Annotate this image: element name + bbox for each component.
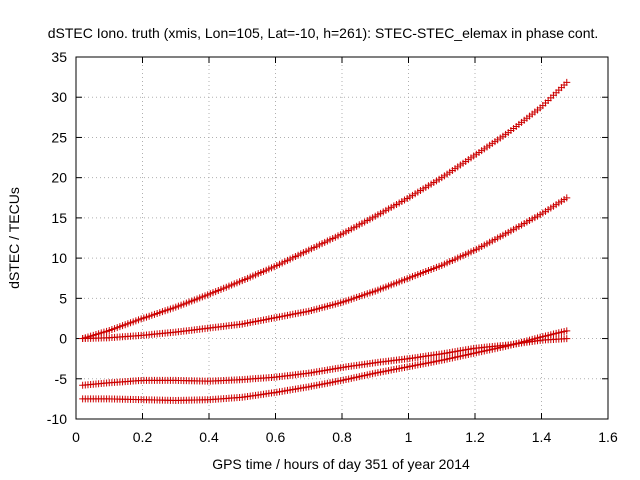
x-tick-label: 0.6 <box>266 429 286 445</box>
y-tick-label: -5 <box>55 371 68 387</box>
data-point <box>563 335 571 343</box>
y-tick-label: 5 <box>59 290 67 306</box>
y-axis-label: dSTEC / TECUs <box>6 187 22 289</box>
x-tick-label: 0.2 <box>133 429 153 445</box>
x-tick-label: 1.2 <box>465 429 485 445</box>
y-tick-label: 20 <box>51 170 67 186</box>
grid <box>76 57 608 419</box>
y-tick-label: 35 <box>51 49 67 65</box>
x-tick-label: 0.8 <box>332 429 352 445</box>
x-tick-label: 1 <box>405 429 413 445</box>
series-series-4 <box>79 327 571 404</box>
data-point <box>563 327 571 335</box>
x-tick-label: 0 <box>72 429 80 445</box>
y-tick-label: 10 <box>51 250 67 266</box>
chart-title: dSTEC Iono. truth (xmis, Lon=105, Lat=-1… <box>48 25 599 41</box>
series-layer <box>79 78 571 404</box>
x-axis-label: GPS time / hours of day 351 of year 2014 <box>212 456 470 472</box>
y-tick-labels: -10 -5 0 5 10 15 20 25 30 35 <box>47 49 67 427</box>
data-point <box>563 194 571 202</box>
x-tick-labels: 0 0.2 0.4 0.6 0.8 1 1.2 1.4 1.6 <box>72 429 618 445</box>
y-tick-label: 30 <box>51 89 67 105</box>
x-tick-label: 0.4 <box>199 429 219 445</box>
y-tick-label: 0 <box>59 331 67 347</box>
y-tick-label: -10 <box>47 411 67 427</box>
y-tick-label: 15 <box>51 210 67 226</box>
data-point <box>563 78 571 86</box>
series-series-1 <box>79 78 571 343</box>
x-tick-label: 1.4 <box>532 429 552 445</box>
series-series-2 <box>79 194 571 343</box>
y-tick-label: 25 <box>51 129 67 145</box>
axis-ticks <box>75 56 609 420</box>
x-tick-label: 1.6 <box>598 429 618 445</box>
